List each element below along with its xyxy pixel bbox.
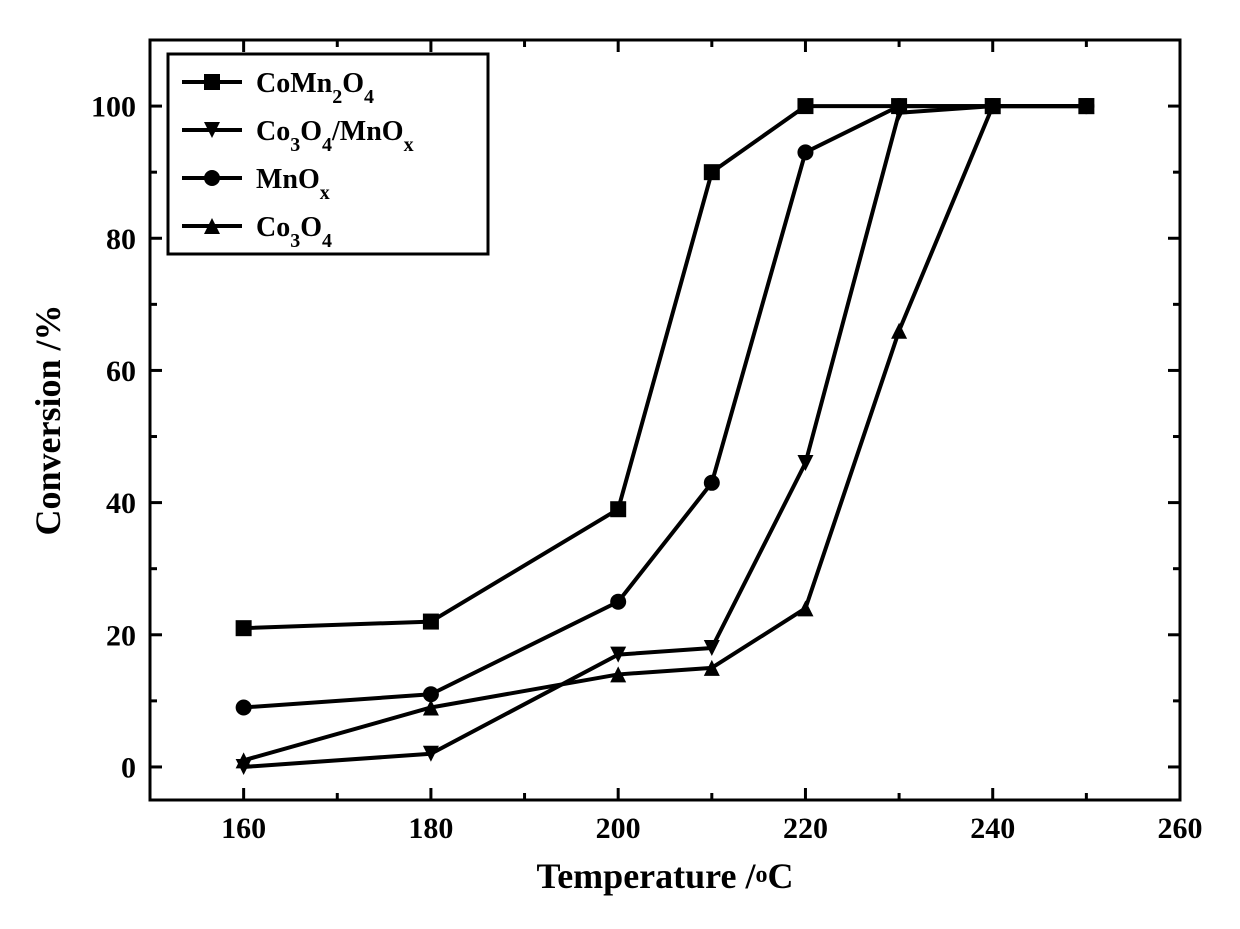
y-tick-label: 20 — [106, 619, 136, 652]
chart-container: 160 180 200 220 240 260 0 20 40 60 80 100 Temperatur… — [0, 0, 1240, 929]
y-axis-label: Conversion /% — [28, 304, 68, 535]
y-tick-label: 0 — [121, 751, 136, 784]
x-tick-label: 260 — [1158, 812, 1203, 845]
y-tick-label: 40 — [106, 487, 136, 520]
x-tick-label: 240 — [970, 812, 1015, 845]
x-axis-label: Temperature /oC — [537, 856, 794, 896]
y-tick-label: 60 — [106, 355, 136, 388]
conversion-chart: 160 180 200 220 240 260 0 20 40 60 80 100 Temperatur… — [0, 0, 1240, 929]
x-tick-label: 160 — [221, 812, 266, 845]
x-tick-label: 200 — [596, 812, 641, 845]
y-tick-label: 80 — [106, 223, 136, 256]
y-tick-label: 100 — [91, 91, 136, 124]
x-tick-label: 180 — [408, 812, 453, 845]
x-tick-label: 220 — [783, 812, 828, 845]
